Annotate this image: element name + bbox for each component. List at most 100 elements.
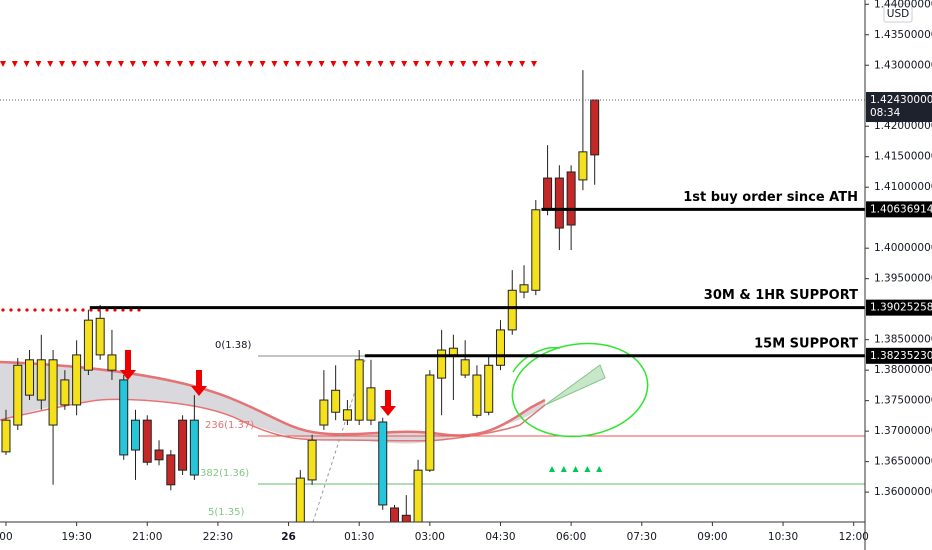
signal-triangle bbox=[507, 61, 514, 67]
x-tick-label: 03:00 bbox=[415, 531, 445, 543]
support-label: 30M & 1HR SUPPORT bbox=[704, 288, 858, 303]
signal-triangle bbox=[47, 61, 54, 67]
price-tag-label: 1.40636914 bbox=[870, 203, 932, 215]
signal-triangle bbox=[295, 61, 301, 67]
signal-triangle bbox=[200, 61, 207, 67]
candle-body bbox=[390, 507, 400, 522]
candle-body bbox=[472, 374, 482, 416]
current-price-label: 1.42430000 bbox=[870, 94, 932, 106]
candle-body bbox=[72, 354, 82, 406]
signal-triangle bbox=[0, 61, 6, 67]
candle-body bbox=[178, 419, 188, 471]
signal-triangle bbox=[436, 61, 443, 67]
plot-area: 0(1.38) 236(1.37) 382(1.36) 5(1.35) 1st … bbox=[0, 61, 865, 522]
x-tick-label: 01:30 bbox=[344, 531, 374, 543]
x-tick-label: 19:30 bbox=[61, 531, 91, 543]
candle-body bbox=[425, 374, 435, 471]
y-tick-label: 1.41500000 bbox=[874, 151, 932, 163]
support-label: 15M SUPPORT bbox=[754, 336, 858, 351]
candle-body bbox=[531, 209, 541, 291]
y-tick-label: 1.37000000 bbox=[874, 425, 932, 437]
signal-triangle bbox=[495, 61, 502, 67]
signal-triangle bbox=[153, 61, 160, 67]
signal-dot bbox=[65, 308, 69, 312]
signal-triangle bbox=[342, 61, 349, 67]
candle-body bbox=[578, 151, 588, 181]
signal-triangle bbox=[584, 466, 591, 472]
candle-body bbox=[295, 477, 305, 522]
candle-body bbox=[166, 454, 176, 486]
y-tick-label: 1.38500000 bbox=[874, 334, 932, 346]
highlight-stroke bbox=[512, 346, 561, 373]
signal-triangle bbox=[94, 61, 101, 67]
signal-triangle bbox=[212, 61, 219, 67]
candle-body bbox=[437, 349, 447, 379]
signal-triangle bbox=[424, 61, 431, 67]
signal-dot bbox=[81, 308, 85, 312]
price-tag-label: 1.39025258 bbox=[870, 302, 932, 314]
y-tick-label: 1.41000000 bbox=[874, 181, 932, 193]
signal-triangle bbox=[283, 61, 290, 67]
fib-label: 0(1.38) bbox=[215, 340, 252, 351]
signal-dot bbox=[41, 308, 45, 312]
candle-body bbox=[142, 419, 152, 463]
signal-dot bbox=[1, 308, 5, 312]
highlight-circle bbox=[511, 342, 649, 438]
signal-triangle bbox=[377, 61, 384, 67]
candle-body bbox=[189, 419, 199, 476]
x-tick-label: 09:00 bbox=[697, 531, 727, 543]
candle-body bbox=[25, 359, 35, 396]
signal-triangle bbox=[519, 61, 526, 67]
signal-triangle bbox=[472, 61, 478, 67]
candle-body bbox=[495, 329, 505, 366]
signal-triangle bbox=[224, 61, 231, 67]
y-tick-label: 1.43500000 bbox=[874, 29, 932, 41]
candle-body bbox=[507, 289, 517, 331]
fib-label: 5(1.35) bbox=[208, 507, 245, 518]
price-tag bbox=[866, 201, 932, 218]
price-tag-label: 1.38235230 bbox=[870, 350, 932, 362]
price-tag bbox=[866, 299, 932, 316]
fib-label: 382(1.36) bbox=[200, 468, 249, 479]
signal-triangle bbox=[23, 61, 30, 67]
y-tick-label: 1.37500000 bbox=[874, 395, 932, 407]
signal-triangle bbox=[389, 61, 396, 67]
signal-dot bbox=[9, 308, 13, 312]
ma-line bbox=[0, 360, 546, 437]
y-tick-label: 1.36000000 bbox=[874, 486, 932, 498]
signal-dot bbox=[137, 308, 141, 312]
countdown: 08:34 bbox=[870, 107, 901, 119]
signal-dot bbox=[57, 308, 61, 312]
y-tick-label: 1.39500000 bbox=[874, 273, 932, 285]
signal-triangle bbox=[306, 61, 313, 67]
current-price-tag bbox=[866, 92, 932, 123]
candle-body bbox=[448, 347, 458, 356]
candle-body bbox=[543, 177, 553, 211]
signal-triangle bbox=[271, 61, 278, 67]
y-tick-label: 1.42000000 bbox=[874, 120, 932, 132]
x-tick-label: 26 bbox=[281, 531, 296, 543]
candle-body bbox=[154, 449, 164, 461]
x-tick-label: 22:30 bbox=[203, 531, 233, 543]
candle-body bbox=[331, 389, 341, 413]
x-tick-label: 04:30 bbox=[485, 531, 515, 543]
y-tick-label: 1.40000000 bbox=[874, 242, 932, 254]
signal-triangle bbox=[106, 61, 113, 67]
price-tag bbox=[866, 347, 932, 364]
signal-triangle bbox=[118, 61, 124, 67]
candle-body bbox=[36, 359, 46, 401]
signal-triangle bbox=[460, 61, 467, 67]
signal-triangle bbox=[259, 61, 266, 67]
x-tick-label: 07:30 bbox=[627, 531, 657, 543]
signal-triangle bbox=[549, 466, 555, 472]
candle-body bbox=[342, 409, 352, 421]
y-tick-label: 1.38000000 bbox=[874, 364, 932, 376]
signal-triangle bbox=[330, 61, 337, 67]
candle-body bbox=[107, 354, 117, 371]
x-tick-label: 06:00 bbox=[556, 531, 586, 543]
ma-cross bbox=[544, 364, 606, 406]
signal-dot bbox=[17, 308, 21, 312]
signal-dot bbox=[129, 308, 133, 312]
